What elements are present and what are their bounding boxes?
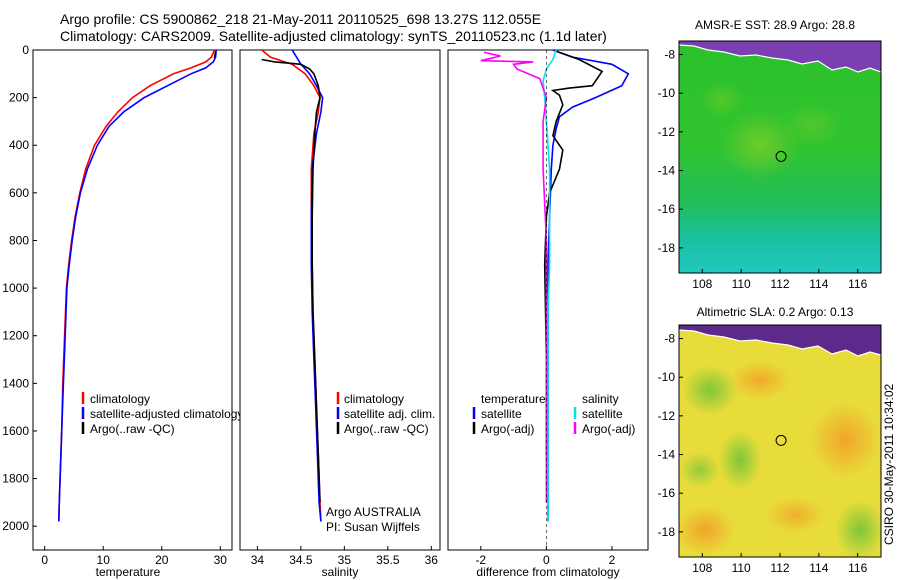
temperature-ytick-label-9: 1800 (2, 472, 29, 486)
temperature-ytick-label-8: 1600 (2, 424, 29, 438)
temperature-ytick-label-10: 2000 (2, 519, 29, 533)
temperature-panel: 0 10 20 30 0 200 400 600 800 1000 1200 1400 1600 1800… (2, 43, 243, 579)
legend-temperature-heading: temperature (481, 392, 546, 406)
temperature-ytick-label-6: 1200 (2, 329, 29, 343)
sla_map-ytick-label-5: -18 (658, 525, 676, 539)
sla-map-panel: Altimetric SLA: 0.2 Argo: 0.13 108 110 112… (658, 305, 882, 575)
difference-legend: temperature satellite Argo(-adj) salinit… (472, 392, 635, 436)
difference-series-3 (480, 51, 548, 503)
argo-credit-line2: PI: Susan Wijffels (326, 520, 420, 534)
temperature-ytick-label-0: 0 (22, 43, 29, 57)
temperature-series-2 (213, 51, 217, 59)
sla_map-ytick-label-3: -14 (658, 448, 676, 462)
temperature-axes (32, 49, 233, 551)
sst_map-xtick-label-0: 108 (692, 277, 712, 291)
temperature-ytick-label-5: 1000 (2, 281, 29, 295)
salinity-legend: climatology satellite adj. clim. Argo(..… (336, 392, 435, 436)
sst_map-ytick-label-1: -10 (658, 86, 676, 100)
sst_map-xtick-label-3: 114 (809, 277, 828, 291)
temperature-xtick-label-0: 0 (41, 553, 48, 567)
temperature-ytick-label-4: 800 (9, 233, 29, 247)
difference-xlabel: difference from climatology (476, 565, 619, 579)
sst_map-xtick-label-1: 110 (732, 277, 751, 291)
legend-sal-satellite-label: satellite adj. clim. (344, 407, 435, 421)
difference-xtick-label-0: -2 (475, 553, 486, 567)
sst_map-xtick-label-2: 112 (770, 277, 789, 291)
legend-temp-satellite-label: satellite (481, 407, 522, 421)
legend-climatology-label: climatology (90, 392, 150, 406)
temperature-ytick-label-3: 600 (9, 186, 29, 200)
sla-argo-marker (775, 434, 787, 446)
argo-credit-line1: Argo AUSTRALIA (326, 505, 421, 519)
temperature-xlabel: temperature (96, 565, 161, 579)
difference-series-2 (542, 50, 557, 522)
temperature-xtick-label-1: 10 (97, 553, 111, 567)
sla-map-land (679, 325, 881, 356)
legend-sal-sat-label: satellite (582, 407, 623, 421)
sla_map-ytick-label-2: -12 (658, 409, 676, 423)
sla_map-ytick-label-0: -8 (664, 332, 675, 346)
legend-temp-argo-label: Argo(-adj) (481, 422, 534, 436)
temperature-series-1 (58, 50, 217, 522)
sst_map-ytick-label-4: -16 (658, 202, 676, 216)
sst_map-xtick-label-4: 116 (848, 277, 867, 291)
sst-map-field (679, 41, 881, 273)
sst_map-ytick-label-0: -8 (664, 48, 675, 62)
difference-panel: -2 0 2 temperature satellite Argo(-adj) sa… (447, 49, 649, 579)
salinity-xtick-label-2: 35 (338, 553, 352, 567)
temperature-legend: climatology satellite-adjusted climatolo… (81, 392, 243, 436)
salinity-xtick-label-3: 35.5 (376, 553, 400, 567)
legend-satellite-label: satellite-adjusted climatology (90, 407, 243, 421)
legend-sal-climatology-label: climatology (344, 392, 404, 406)
salinity-axes (239, 49, 441, 551)
sst-map-land (679, 41, 881, 72)
sla_map-xtick-label-4: 116 (848, 561, 867, 575)
sla_map-xtick-label-1: 110 (732, 561, 751, 575)
legend-sal-argo-label: Argo(-adj) (582, 422, 635, 436)
temperature-xtick-label-3: 30 (214, 553, 228, 567)
legend-sal-argo-label: Argo(..raw -QC) (344, 422, 429, 436)
figure-title-line1: Argo profile: CS 5900862_218 21-May-2011… (60, 11, 541, 27)
sst-map-coast (679, 44, 881, 73)
side-timestamp-label: CSIRO 30-May-2011 10:34:02 (882, 383, 896, 545)
sla_map-xtick-label-0: 108 (692, 561, 712, 575)
salinity-xtick-label-4: 36 (425, 553, 439, 567)
sla-map-coast (679, 329, 881, 357)
salinity-panel: 34 34.5 35 35.5 36 climatology satellite adj… (239, 49, 441, 579)
sst_map-ytick-label-3: -14 (658, 164, 676, 178)
sla-map-field (679, 325, 881, 557)
temperature-xtick-label-2: 20 (155, 553, 169, 567)
sst-map-title: AMSR-E SST: 28.9 Argo: 28.8 (695, 18, 855, 32)
legend-argo-label: Argo(..raw -QC) (90, 422, 175, 436)
salinity-xtick-label-1: 34.5 (289, 553, 313, 567)
sst-argo-marker (775, 150, 787, 162)
sla_map-xtick-label-2: 112 (770, 561, 789, 575)
sst_map-ytick-label-5: -18 (658, 241, 676, 255)
difference-xtick-label-1: 0 (543, 553, 550, 567)
salinity-xtick-label-0: 34 (251, 553, 265, 567)
sst-map-panel: AMSR-E SST: 28.9 Argo: 28.8 108 110 112 114… (658, 18, 882, 291)
figure-title-line2: Climatology: CARS2009. Satellite-adjuste… (60, 28, 607, 44)
legend-salinity-heading: salinity (582, 392, 619, 406)
sla-map-title: Altimetric SLA: 0.2 Argo: 0.13 (697, 305, 854, 319)
sla_map-ytick-label-4: -16 (658, 486, 676, 500)
sla_map-ytick-label-1: -10 (658, 370, 676, 384)
temperature-ytick-label-7: 1400 (2, 376, 29, 390)
sst_map-ytick-label-2: -12 (658, 125, 676, 139)
temperature-ytick-label-2: 400 (9, 138, 29, 152)
temperature-ytick-label-1: 200 (9, 91, 29, 105)
sla_map-xtick-label-3: 114 (809, 561, 828, 575)
salinity-series-2 (261, 58, 321, 503)
difference-xtick-label-2: 2 (609, 553, 616, 567)
salinity-xlabel: salinity (322, 565, 359, 579)
